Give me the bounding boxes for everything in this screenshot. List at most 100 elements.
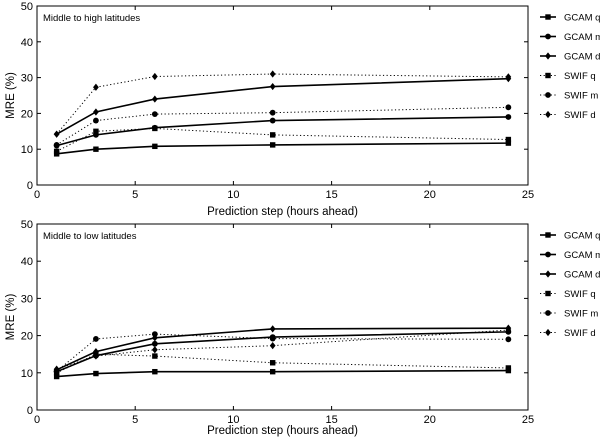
series-line [56, 127, 509, 152]
data-point [151, 340, 158, 347]
series-line [56, 331, 509, 373]
panel-title: Middle to low latitudes [43, 231, 137, 242]
data-point [53, 142, 60, 148]
legend-entry: GCAM q [540, 13, 600, 24]
x-tick-label: 15 [325, 414, 337, 426]
data-point [151, 334, 158, 342]
data-point [151, 331, 158, 338]
data-point [152, 368, 158, 375]
data-point [505, 136, 512, 143]
legend-marker [545, 110, 551, 119]
data-point [269, 142, 276, 148]
series-gcam-q [53, 140, 512, 157]
series-line [56, 369, 509, 378]
x-tick-label: 5 [132, 414, 138, 426]
legend-entry: SWIF q [540, 71, 596, 82]
legend-entry: GCAM d [540, 52, 600, 63]
panel-title: Middle to high latitudes [43, 13, 140, 24]
legend-label: GCAM d [564, 270, 600, 281]
y-tick-label: 0 [27, 180, 33, 192]
data-point [505, 114, 512, 120]
legend-entry: GCAM m [540, 250, 600, 261]
legend-label: GCAM q [564, 13, 600, 24]
legend-marker [545, 290, 551, 297]
data-point [53, 130, 60, 138]
data-point [269, 325, 276, 333]
y-tick-label: 30 [21, 293, 33, 305]
data-point [93, 352, 99, 360]
y-tick-label: 50 [21, 1, 33, 13]
series-line [56, 142, 509, 155]
legend-marker [545, 328, 551, 337]
legend-marker [545, 52, 551, 60]
data-point [93, 336, 99, 342]
x-tick-label: 0 [34, 414, 40, 426]
series-gcam-d [53, 324, 512, 374]
data-point [151, 111, 158, 118]
legend-marker [545, 232, 551, 238]
series-line [56, 327, 509, 371]
legend-marker [545, 270, 551, 278]
data-point [93, 117, 99, 124]
legend-entry: GCAM q [540, 231, 600, 242]
y-tick-label: 30 [21, 73, 33, 85]
y-tick-label: 10 [21, 144, 33, 156]
series-swif-m [53, 104, 512, 148]
series-swif-q [53, 125, 512, 155]
series-line [56, 73, 509, 135]
data-point [269, 109, 276, 116]
data-point [151, 72, 158, 81]
legend-label: SWIF d [564, 110, 596, 121]
series-line [56, 116, 509, 147]
x-axis-label: Prediction step (hours ahead) [207, 206, 358, 218]
chart-panel-1: 0 5 10 15 20 25 0 10 20 30 40 50 Middle to high lati… [5, 1, 600, 218]
legend-marker [545, 310, 551, 316]
series-line [56, 333, 509, 372]
data-point [93, 146, 99, 152]
y-axis-label: MRE (%) [5, 72, 17, 119]
legend-marker [545, 251, 551, 258]
data-point [93, 108, 99, 116]
x-tick-label: 0 [34, 189, 40, 201]
data-point [269, 335, 276, 342]
data-point [505, 140, 512, 146]
data-point [505, 336, 512, 343]
y-tick-label: 0 [27, 405, 33, 417]
legend-entry: GCAM m [540, 32, 600, 43]
data-point [505, 104, 512, 111]
data-point [505, 326, 512, 334]
y-tick-label: 40 [21, 37, 33, 49]
y-axis-label: MRE (%) [5, 294, 17, 341]
legend-entry: SWIF d [540, 328, 596, 339]
y-tick-label: 50 [21, 219, 33, 231]
data-point [93, 128, 99, 134]
x-tick-label: 25 [522, 414, 534, 426]
data-point [93, 83, 99, 91]
data-point [151, 95, 158, 103]
series-swif-d [53, 326, 512, 373]
data-point [93, 370, 99, 377]
legend-marker [545, 72, 551, 79]
x-tick-label: 10 [227, 414, 239, 426]
legend-marker [545, 92, 551, 98]
series-line [56, 106, 509, 146]
series-line [56, 77, 509, 135]
x-tick-label: 10 [227, 189, 239, 201]
y-tick-label: 20 [21, 108, 33, 120]
legend-marker [545, 14, 551, 20]
legend-entry: SWIF q [540, 289, 596, 300]
legend-label: GCAM d [564, 52, 600, 63]
series-gcam-m [53, 328, 512, 375]
data-point [152, 125, 158, 132]
data-point [53, 365, 60, 373]
data-point [269, 117, 276, 124]
data-point [53, 373, 60, 380]
data-point [269, 70, 276, 78]
data-point [151, 346, 158, 354]
legend-entry: SWIF m [540, 91, 598, 102]
chart-panel-2: 0 5 10 15 20 25 0 10 20 30 40 50 Middle to low latit… [5, 219, 600, 437]
x-tick-label: 5 [132, 189, 138, 201]
x-tick-label: 20 [424, 414, 436, 426]
legend-label: GCAM m [564, 250, 600, 261]
